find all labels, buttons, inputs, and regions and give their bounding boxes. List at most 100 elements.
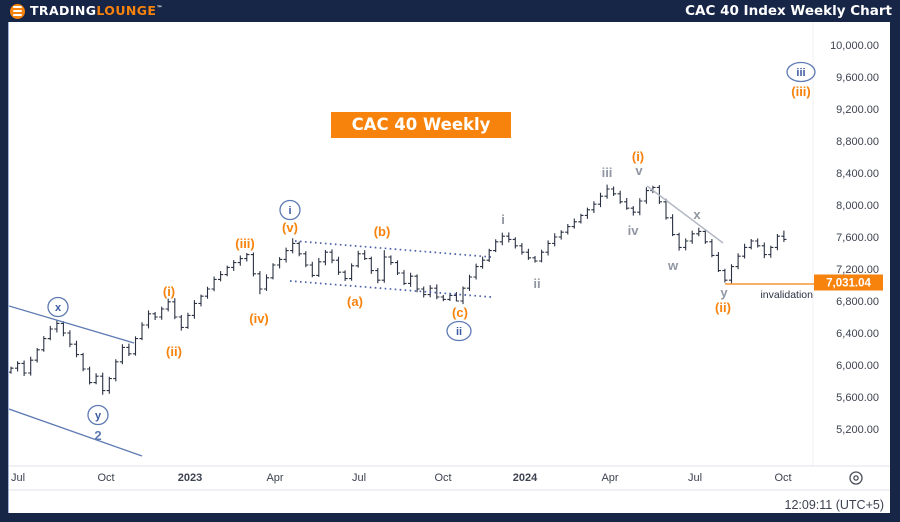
time-axis-label: Jul <box>11 472 25 484</box>
time-axis-label: Apr <box>601 472 618 484</box>
price-bar <box>460 286 466 305</box>
price-bar <box>624 198 630 210</box>
wave-labels-layer: (i) (ii) (iii) (iv) (v) (a) (b) (c) (i) (ii) (iii)… <box>47 61 883 443</box>
price-bar <box>486 248 492 262</box>
price-bar <box>414 274 420 293</box>
wave-label-gray: i <box>501 212 505 227</box>
price-bar <box>512 237 518 249</box>
price-bar <box>453 292 459 302</box>
price-bar <box>329 249 335 264</box>
brand-name-lounge: LOUNGE <box>96 2 157 18</box>
price-bar <box>597 192 604 208</box>
svg-text:ii: ii <box>456 326 462 338</box>
price-bar <box>290 238 296 254</box>
price-bar <box>676 232 682 251</box>
price-tag-background <box>814 274 883 291</box>
time-axis-label: Oct <box>774 472 791 484</box>
axes-layer: 10,000.00 9,600.00 9,200.00 8,800.00 8,400.0… <box>11 40 879 484</box>
brand-name-trading: TRADING <box>30 2 97 18</box>
price-bar <box>139 322 145 341</box>
price-bar <box>755 238 761 248</box>
price-bar <box>722 268 728 283</box>
price-bar <box>689 230 695 244</box>
price-bar <box>571 218 577 229</box>
price-bar <box>768 245 774 258</box>
price-bar <box>421 286 427 298</box>
time-axis-label: 2023 <box>178 472 202 484</box>
title-bar: TRADINGLOUNGE™ CAC 40 Index Weekly Chart <box>0 0 900 22</box>
wave-label-gray: w <box>667 258 679 273</box>
wave-label-orange: (i) <box>163 284 175 299</box>
price-bar <box>277 257 283 269</box>
price-bar <box>702 229 708 244</box>
price-bar <box>506 232 512 243</box>
price-axis-label: 6,400.00 <box>836 328 879 340</box>
price-bar <box>303 251 309 268</box>
price-bar <box>309 261 315 278</box>
wave-label-orange: (a) <box>347 294 363 309</box>
dotted-channel-line <box>289 280 492 298</box>
wave-label-orange: (iii) <box>791 84 811 99</box>
price-axis-label: 8,400.00 <box>836 168 879 180</box>
channel-line <box>8 305 135 344</box>
price-tag-value: 7,031.04 <box>826 278 871 290</box>
price-bar <box>552 233 558 247</box>
price-bar <box>132 336 139 356</box>
ohlc-bars-layer <box>8 184 787 395</box>
settings-icon[interactable] <box>849 471 863 485</box>
price-bar <box>709 239 715 258</box>
price-bar <box>742 243 748 259</box>
price-bar <box>368 256 374 274</box>
price-bar <box>774 234 780 251</box>
annotation-lines-layer <box>8 185 724 457</box>
price-bar <box>617 190 623 204</box>
wave-label-gray: iii <box>602 165 613 180</box>
invalidation-note: invalidation <box>760 289 813 301</box>
price-bar <box>761 242 767 259</box>
chart-canvas[interactable]: 10,000.00 9,600.00 9,200.00 8,800.00 8,400.0… <box>8 22 890 513</box>
price-axis-label: 6,800.00 <box>836 296 879 308</box>
wave-label-orange: (ii) <box>715 300 731 315</box>
price-bar <box>532 256 538 263</box>
circled-wave-label: i <box>279 199 301 221</box>
price-bar <box>73 340 80 358</box>
circled-wave-label: ii <box>446 320 472 342</box>
price-bar <box>316 258 322 277</box>
price-bar <box>263 274 270 291</box>
price-bar <box>47 325 53 341</box>
price-bar <box>159 306 165 320</box>
price-bar <box>493 239 499 253</box>
price-axis-label: 9,200.00 <box>836 104 879 116</box>
svg-text:y: y <box>95 410 102 422</box>
circled-wave-label: x <box>47 296 69 318</box>
price-bar <box>670 214 676 237</box>
wave-label-gray: iv <box>628 223 640 238</box>
wave-label-gray: y <box>720 285 728 300</box>
price-bar <box>28 356 34 376</box>
price-bar <box>335 256 342 275</box>
price-bar <box>578 213 584 224</box>
price-bar <box>565 224 571 235</box>
price-bar <box>525 248 531 260</box>
price-bar <box>591 201 597 213</box>
wave-label-orange: (iv) <box>249 311 269 326</box>
price-bar <box>198 294 204 307</box>
price-axis-label: 5,600.00 <box>836 392 879 404</box>
trademark-symbol: ™ <box>156 4 163 12</box>
price-bar <box>480 256 486 269</box>
price-bar <box>178 315 184 331</box>
wave-label-orange: (i) <box>632 149 644 164</box>
price-bar <box>172 298 178 320</box>
price-bar <box>683 238 689 251</box>
invalidation-price-line[interactable]: invalidation 7,031.04 <box>725 274 883 302</box>
price-axis-label: 9,600.00 <box>836 72 879 84</box>
channel-line <box>8 408 143 457</box>
wave-label-gray: v <box>635 163 643 178</box>
chart-panel: 10,000.00 9,600.00 9,200.00 8,800.00 8,400.0… <box>8 22 890 513</box>
wave-label-orange: (c) <box>452 305 468 320</box>
price-axis-label: 6,000.00 <box>836 360 879 372</box>
price-bar <box>408 272 414 287</box>
price-bar <box>342 270 348 281</box>
price-axis-label: 10,000.00 <box>830 40 879 52</box>
wave-label-orange: (b) <box>374 224 391 239</box>
